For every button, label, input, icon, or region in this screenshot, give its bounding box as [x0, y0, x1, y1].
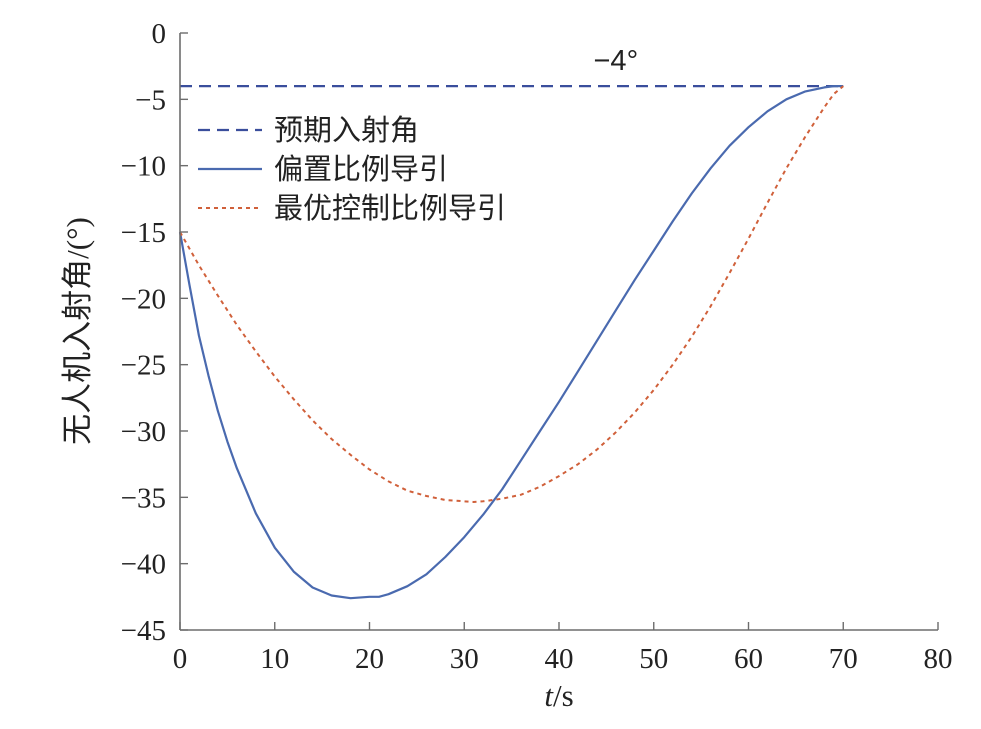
- y-tick-label: −20: [121, 283, 166, 315]
- legend-label-2: 偏置比例导引: [274, 152, 448, 186]
- x-tick-label: 40: [545, 643, 574, 675]
- y-axis-title: 无人机入射角/(°): [60, 217, 95, 445]
- annotation-label: −4°: [594, 45, 639, 77]
- x-tick-label: 0: [173, 643, 188, 675]
- x-axis-title: t/s: [544, 678, 573, 713]
- y-tick-label: −15: [121, 217, 166, 249]
- y-tick-label: −5: [135, 84, 166, 116]
- y-tick-label: 0: [152, 18, 167, 50]
- plot-series: [178, 84, 844, 600]
- y-tick-label: −35: [121, 482, 166, 514]
- legend-label-1: 预期入射角: [274, 113, 419, 147]
- x-tick-label: 60: [734, 643, 763, 675]
- x-tick-label: 20: [355, 643, 384, 675]
- y-tick-label: −45: [121, 615, 166, 647]
- legend-label-3: 最优控制比例导引: [274, 191, 506, 225]
- y-tick-label: −25: [121, 350, 166, 382]
- series-line-3: [179, 85, 844, 503]
- y-tick-label: −30: [121, 416, 166, 448]
- x-tick-label: 30: [450, 643, 479, 675]
- x-tick-label: 80: [924, 643, 953, 675]
- y-tick-label: −40: [121, 549, 166, 581]
- series-line-2: [178, 84, 844, 600]
- y-tick-label: −10: [121, 151, 166, 183]
- x-tick-label: 10: [260, 643, 289, 675]
- x-axis-title-variable: t: [544, 678, 554, 713]
- x-tick-label: 70: [829, 643, 858, 675]
- ticks: 0 10 20 30 40 50 60 70 80 0 −5 −10 −15 −20 −25 −30 −35 −4…: [121, 18, 953, 675]
- x-axis-title-unit: /s: [553, 678, 574, 713]
- x-tick-label: 50: [639, 643, 668, 675]
